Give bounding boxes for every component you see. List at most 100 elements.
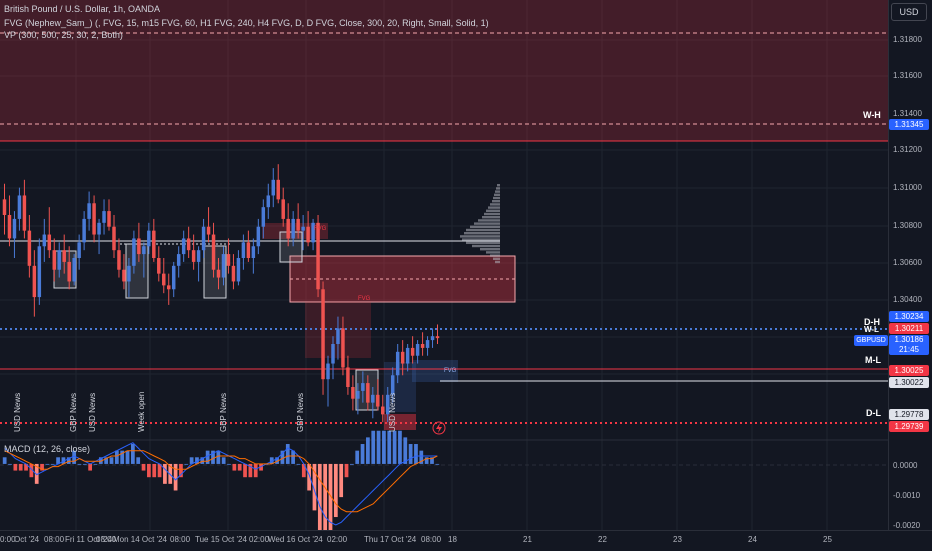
macd-histogram-bar [104, 457, 109, 464]
macd-histogram-bar [307, 463, 312, 491]
fvg-indicator-label[interactable]: FVG (Nephew_Sam_) (, FVG, 15, m15 FVG, 6… [4, 18, 489, 28]
chart-area[interactable]: British Pound / U.S. Dollar, 1h, OANDA F… [0, 0, 888, 530]
candle-body [47, 234, 52, 251]
macd-histogram-bar [200, 457, 205, 464]
price-tick: 1.31000 [893, 183, 922, 192]
macd-histogram-bar [328, 463, 333, 530]
volume-profile-bar [470, 225, 500, 228]
volume-profile-bar [488, 206, 500, 209]
time-label: 08:00 [421, 535, 442, 544]
macd-histogram-bar [18, 463, 23, 471]
signal-line [4, 450, 438, 513]
dl-label: D-L [866, 408, 881, 418]
macd-histogram-bar [285, 444, 290, 464]
symbol-tag: GBPUSD [854, 335, 888, 346]
macd-histogram-bar [376, 430, 381, 464]
price-axis[interactable]: USD 1.31800 1.31600 1.31400 1.31200 1.31… [888, 0, 932, 530]
macd-histogram-bar [40, 463, 44, 471]
macd-histogram-bar [403, 437, 408, 464]
time-axis[interactable]: 0:00 Oct '24 08:00 Fri 11 Oct '24 08:00 … [0, 530, 932, 551]
candle-body [132, 238, 136, 266]
candle-body [62, 250, 66, 262]
macd-histogram-bar [125, 450, 130, 464]
time-label: 22 [598, 535, 607, 544]
candle-body [127, 265, 131, 282]
macd-histogram-bar [72, 450, 76, 464]
macd-histogram-bar [269, 457, 274, 464]
price-tick: 1.30400 [893, 295, 922, 304]
time-label: Mon 14 Oct '24 [113, 535, 167, 544]
time-label: 0:00 [0, 535, 16, 544]
price-chart[interactable] [0, 0, 888, 530]
volume-profile-bar [482, 216, 500, 219]
volume-profile-bar [492, 200, 500, 203]
macd-histogram-bar [61, 457, 66, 464]
candle-body [2, 199, 7, 215]
candle-body [221, 254, 226, 278]
volume-profile-bar [495, 260, 500, 264]
macd-histogram-bar [424, 457, 429, 464]
candle-body [67, 261, 71, 282]
macd-indicator-label[interactable]: MACD (12, 26, close) [4, 444, 91, 454]
macd-tick: -0.0020 [893, 521, 921, 530]
candle-body [376, 394, 380, 407]
macd-line [4, 442, 438, 526]
candle-body [152, 230, 156, 258]
macd-histogram-bar [387, 430, 392, 464]
price-tick: 1.31800 [893, 35, 922, 44]
candle-body [112, 226, 116, 251]
volume-profile-bar [486, 251, 500, 254]
volume-profile-bar [464, 232, 500, 235]
ml-white-price-tag: 1.30022 [889, 377, 929, 388]
news-label-gbp-1: GBP News [69, 393, 78, 432]
macd-histogram-bar [430, 457, 434, 464]
news-label-usd-1: USD News [13, 392, 22, 432]
dl-white-price-tag: 1.29778 [889, 409, 929, 420]
lightning-icon[interactable] [432, 421, 446, 435]
macd-histogram-bar [66, 457, 71, 464]
wl-price-tag: 1.30211 [889, 323, 929, 334]
macd-histogram-bar [435, 463, 440, 465]
candle-body [395, 351, 400, 376]
candle-body [266, 195, 271, 208]
candle-body [336, 328, 340, 344]
time-label: Fri 11 Oct '24 [65, 535, 113, 544]
macd-histogram-bar [339, 463, 344, 498]
time-label: 25 [823, 535, 832, 544]
macd-tick: 0.0000 [893, 461, 918, 470]
volume-profile-bar [478, 219, 500, 222]
macd-histogram-bar [232, 463, 237, 471]
candle-body [331, 344, 335, 364]
vp-indicator-label[interactable]: VP (300, 500, 25, 30, 2, Both) [4, 30, 123, 40]
candle-body [137, 238, 141, 255]
macd-histogram-bar [56, 457, 60, 464]
news-label-gbp-3: GBP News [296, 393, 305, 432]
macd-histogram-bar [398, 430, 402, 464]
candle-body [206, 226, 211, 235]
time-label: 08:00 [96, 535, 117, 544]
price-tick: 1.31600 [893, 71, 922, 80]
time-label: 08:00 [44, 535, 65, 544]
candle-body [236, 258, 241, 282]
macd-histogram-bar [184, 463, 189, 465]
volume-profile-bar [490, 254, 500, 257]
candle-body [72, 258, 76, 282]
candle-body [122, 269, 126, 282]
news-label-gbp-2: GBP News [219, 393, 228, 432]
time-label: 02:00 [327, 535, 348, 544]
macd-histogram-bar [2, 457, 7, 464]
candle-body [326, 363, 330, 380]
wl-label: W-L [864, 325, 879, 334]
candle-body [390, 375, 395, 395]
candle-body [17, 195, 22, 219]
candle-body [371, 394, 375, 403]
volume-profile-bar [466, 241, 500, 244]
macd-histogram-bar [50, 463, 55, 465]
macd-histogram-bar [291, 450, 295, 464]
macd-histogram-bar [248, 463, 253, 478]
candle-body [171, 265, 176, 290]
price-tick: 1.30600 [893, 258, 922, 267]
macd-histogram-bar [88, 463, 93, 471]
currency-button[interactable]: USD [891, 3, 927, 21]
time-label: Oct '24 [14, 535, 40, 544]
